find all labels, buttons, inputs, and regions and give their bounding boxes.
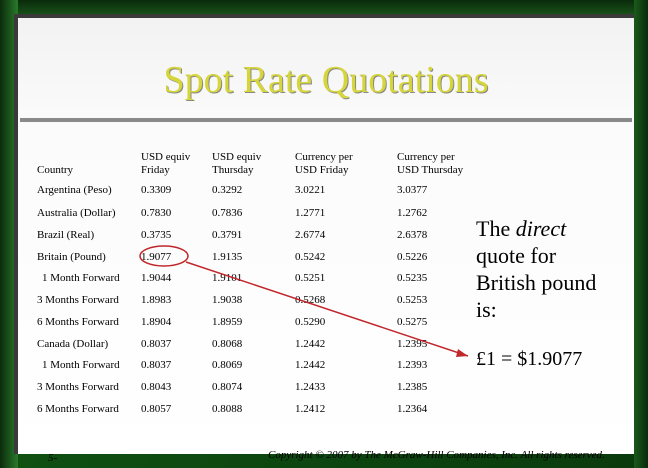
usd-thursday-cell: 1.8959 (212, 316, 243, 328)
usd-friday-cell: 0.8037 (141, 338, 172, 350)
currency-per-usd-thursday-cell: 1.2395 (397, 338, 428, 350)
direct-quote-callout: The direct quote for British pound is: (476, 215, 596, 323)
currency-per-usd-friday-cell: 1.2433 (295, 381, 326, 393)
frame-left (0, 0, 18, 468)
currency-per-usd-friday-cell: 0.5242 (295, 251, 326, 263)
currency-per-usd-thursday-cell: 0.5226 (397, 251, 428, 263)
usd-friday-cell: 1.9077 (141, 251, 172, 263)
usd-thursday-cell: 1.9101 (212, 272, 243, 284)
usd-friday-cell: 0.3735 (141, 229, 172, 241)
country-cell: Brazil (Real) (37, 229, 95, 241)
currency-per-usd-thursday-cell: 0.5235 (397, 272, 428, 284)
header-usd-friday-line1: USD equiv (141, 151, 191, 163)
usd-thursday-cell: 1.9135 (212, 251, 243, 263)
header-currency-per-usd-thursday-line2: USD Thursday (397, 164, 464, 176)
country-cell: Canada (Dollar) (37, 338, 109, 350)
currency-per-usd-friday-cell: 0.5290 (295, 316, 326, 328)
currency-per-usd-thursday-cell: 1.2364 (397, 403, 428, 415)
callout-line-2: quote for (476, 243, 557, 268)
country-cell: 1 Month Forward (42, 359, 120, 371)
usd-thursday-cell: 0.8068 (212, 338, 243, 350)
country-cell: 3 Months Forward (37, 381, 119, 393)
usd-friday-cell: 1.9044 (141, 272, 172, 284)
frame-top (0, 0, 648, 18)
header-currency-per-usd-friday-line2: USD Friday (295, 164, 349, 176)
usd-friday-cell: 0.8043 (141, 381, 172, 393)
currency-per-usd-friday-cell: 1.2771 (295, 207, 326, 219)
usd-thursday-cell: 0.8088 (212, 403, 243, 415)
currency-per-usd-friday-cell: 0.5251 (295, 272, 326, 284)
currency-per-usd-thursday-cell: 1.2385 (397, 381, 428, 393)
slide-title: Spot Rate Quotations (163, 59, 489, 101)
highlight-ellipse (139, 245, 189, 267)
country-cell: Britain (Pound) (37, 251, 106, 263)
currency-per-usd-friday-cell: 2.6774 (295, 229, 326, 241)
copyright-notice: Copyright © 2007 by The McGraw-Hill Comp… (268, 449, 605, 461)
exchange-equation: £1 = $1.9077 (476, 348, 583, 370)
usd-thursday-cell: 0.7836 (212, 207, 243, 219)
currency-per-usd-thursday-cell: 1.2762 (397, 207, 428, 219)
usd-thursday-cell: 0.8069 (212, 359, 243, 371)
country-cell: 6 Months Forward (37, 316, 119, 328)
header-currency-per-usd-friday-line1: Currency per (295, 151, 353, 163)
title-divider (20, 118, 632, 122)
annotation-arrow-line (185, 261, 469, 357)
callout-line-1-text: The (476, 216, 516, 241)
currency-per-usd-friday-cell: 3.0221 (295, 184, 326, 196)
header-usd-friday-line2: Friday (141, 164, 170, 176)
usd-friday-cell: 1.8904 (141, 316, 172, 328)
usd-friday-cell: 1.8983 (141, 294, 172, 306)
currency-per-usd-thursday-cell: 0.5275 (397, 316, 428, 328)
currency-per-usd-friday-cell: 0.5268 (295, 294, 326, 306)
country-cell: 1 Month Forward (42, 272, 120, 284)
country-cell: 3 Months Forward (37, 294, 119, 306)
usd-friday-cell: 0.3309 (141, 184, 172, 196)
currency-per-usd-thursday-cell: 3.0377 (397, 184, 428, 196)
usd-thursday-cell: 0.3292 (212, 184, 243, 196)
callout-line-3: British pound (476, 270, 597, 295)
slide-content: Spot Rate Quotations Country USD equiv F… (18, 18, 634, 464)
annotation-arrowhead (456, 349, 468, 357)
callout-line-4: is: (476, 297, 497, 322)
header-usd-thursday-line1: USD equiv (212, 151, 262, 163)
country-cell: Argentina (Peso) (37, 184, 112, 196)
callout-italic-word: direct (515, 216, 567, 241)
country-cell: 6 Months Forward (37, 403, 119, 415)
currency-per-usd-friday-cell: 1.2442 (295, 359, 326, 371)
usd-thursday-cell: 0.3791 (212, 229, 243, 241)
usd-friday-cell: 0.8037 (141, 359, 172, 371)
usd-friday-cell: 0.7830 (141, 207, 172, 219)
callout-line-1: The direct (476, 215, 596, 242)
header-currency-per-usd-thursday-line1: Currency per (397, 151, 455, 163)
usd-thursday-cell: 0.8074 (212, 381, 243, 393)
currency-per-usd-thursday-cell: 1.2393 (397, 359, 428, 371)
header-country: Country (37, 164, 74, 176)
header-usd-thursday-line2: Thursday (212, 164, 254, 176)
currency-per-usd-thursday-cell: 0.5253 (397, 294, 428, 306)
frame-right (634, 0, 648, 468)
page-number: 5- (48, 452, 58, 464)
usd-thursday-cell: 1.9038 (212, 294, 243, 306)
currency-per-usd-friday-cell: 1.2412 (295, 403, 326, 415)
usd-friday-cell: 0.8057 (141, 403, 172, 415)
currency-per-usd-thursday-cell: 2.6378 (397, 229, 428, 241)
country-cell: Australia (Dollar) (37, 207, 116, 219)
currency-per-usd-friday-cell: 1.2442 (295, 338, 326, 350)
